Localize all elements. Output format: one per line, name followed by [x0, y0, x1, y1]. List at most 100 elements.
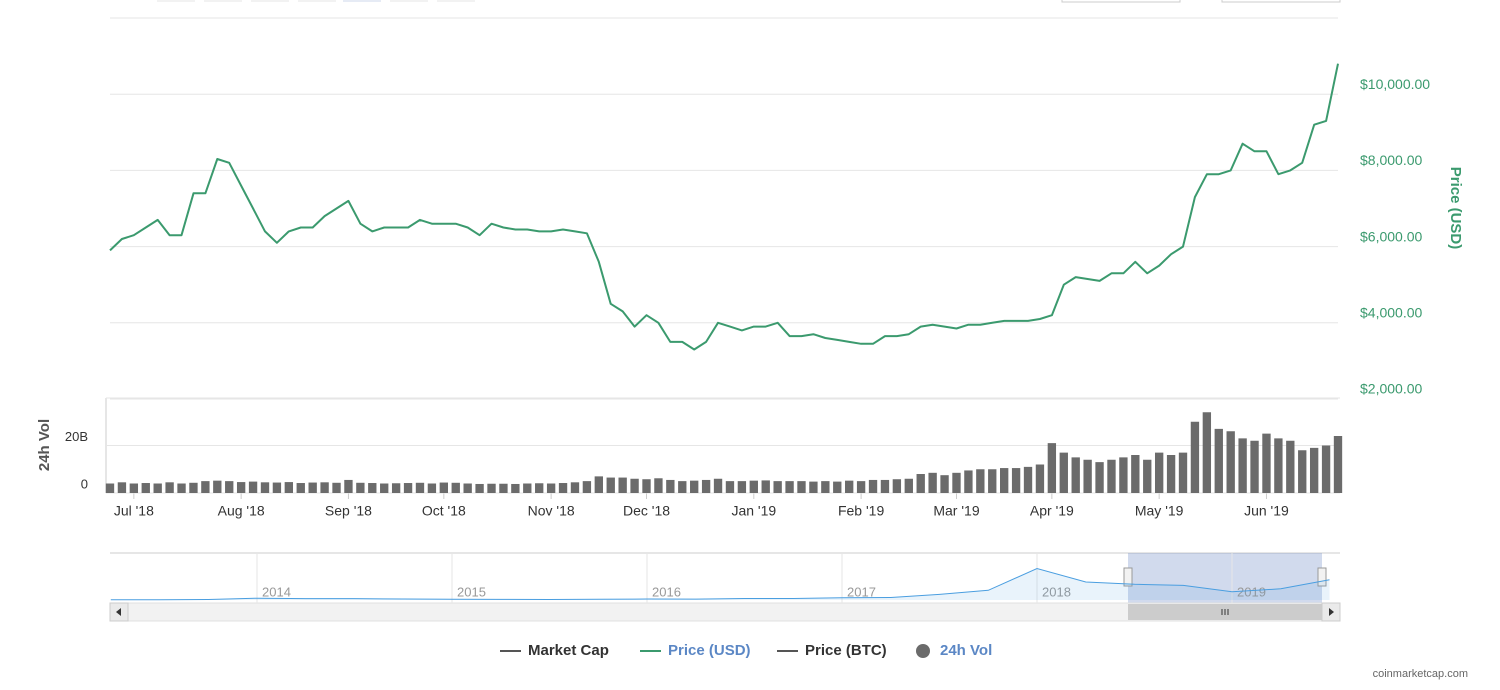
volume-bar	[1202, 412, 1212, 493]
volume-bar	[1071, 457, 1080, 493]
legend-label: 24h Vol	[940, 642, 992, 659]
x-tick-label: Jan '19	[731, 503, 776, 519]
volume-axis-title: 24h Vol	[36, 419, 53, 471]
range-button[interactable]	[437, 0, 475, 2]
navigator-area	[110, 568, 1330, 600]
scroll-left-arrow	[116, 608, 121, 616]
range-button[interactable]	[251, 0, 289, 2]
volume-bar	[153, 483, 162, 493]
volume-bar	[833, 481, 842, 493]
volume-bar	[296, 483, 305, 493]
volume-bar	[391, 483, 401, 493]
volume-bar	[308, 482, 317, 493]
volume-bar	[1190, 421, 1200, 493]
volume-bar	[344, 479, 353, 493]
volume-bar	[570, 482, 580, 493]
volume-bar	[1298, 450, 1307, 493]
volume-bar	[1059, 452, 1068, 493]
volume-bar	[594, 476, 603, 493]
volume-bar	[964, 470, 973, 493]
volume-bar	[725, 481, 735, 493]
volume-bar	[904, 478, 913, 493]
volume-bar	[403, 483, 413, 493]
scroll-right-arrow	[1329, 608, 1334, 616]
volume-bar	[1083, 459, 1092, 493]
y-tick-label: $10,000.00	[1360, 76, 1430, 92]
volume-bar	[1131, 455, 1140, 493]
volume-tick-label: 20B	[65, 429, 88, 444]
range-button[interactable]	[204, 0, 242, 2]
volume-tick-label: 0	[81, 476, 88, 491]
volume-bar	[630, 478, 639, 493]
volume-bar	[713, 478, 723, 493]
date-input[interactable]	[1221, 0, 1341, 3]
x-tick-label: Jun '19	[1244, 503, 1289, 519]
credit: coinmarketcap.com	[1373, 668, 1468, 680]
y-tick-label: $2,000.00	[1360, 381, 1422, 397]
volume-bar	[487, 483, 496, 493]
volume-bar	[809, 481, 818, 493]
volume-bar	[582, 481, 592, 493]
range-button[interactable]	[390, 0, 428, 2]
volume-bar	[213, 480, 222, 493]
volume-bar	[1262, 433, 1271, 493]
date-input[interactable]	[1061, 0, 1181, 3]
navigator-handle[interactable]	[1317, 567, 1327, 587]
navigator-label: 2017	[847, 584, 876, 599]
range-button[interactable]	[343, 0, 381, 2]
volume-bar	[535, 483, 544, 493]
legend-label: Market Cap	[528, 642, 609, 659]
volume-bar	[1321, 445, 1331, 493]
volume-bar	[868, 479, 878, 493]
volume-bar	[1238, 438, 1247, 493]
volume-bar	[499, 483, 508, 493]
volume-bar	[558, 483, 568, 493]
x-tick-label: Jul '18	[114, 503, 154, 519]
navigator-handle[interactable]	[1123, 567, 1133, 587]
volume-bar	[511, 483, 520, 493]
volume-bar	[1107, 459, 1116, 493]
x-tick-label: Feb '19	[838, 503, 884, 519]
x-tick-label: May '19	[1135, 503, 1184, 519]
navigator-selection[interactable]	[1128, 553, 1322, 603]
volume-bar	[1226, 431, 1235, 493]
range-button[interactable]	[298, 0, 336, 2]
range-buttons	[157, 0, 1341, 3]
y-tick-label: $6,000.00	[1360, 228, 1422, 244]
legend-marker	[916, 644, 930, 658]
volume-bar	[1166, 455, 1176, 493]
volume-bar	[988, 469, 997, 493]
volume-bar	[475, 483, 484, 493]
volume-bar	[821, 481, 830, 493]
volume-bar	[380, 483, 389, 493]
volume-bar	[761, 480, 770, 493]
volume-bar	[272, 482, 282, 493]
volume-bar	[427, 483, 437, 493]
volume-bar	[189, 482, 198, 493]
navigator-label: 2015	[457, 584, 486, 599]
navigator-label: 2014	[262, 584, 291, 599]
volume-bar	[940, 475, 949, 493]
volume-bar	[856, 481, 866, 493]
volume-bar	[141, 483, 150, 493]
y-axis-title: Price (USD)	[1447, 167, 1464, 250]
volume-bar	[523, 483, 532, 493]
volume-bar	[1023, 466, 1033, 493]
navigator-label: 2016	[652, 584, 681, 599]
volume-bar	[1154, 452, 1164, 493]
volume-bar	[916, 474, 925, 493]
navigator-label: 2018	[1042, 584, 1071, 599]
volume-bar	[368, 483, 377, 493]
x-tick-label: Sep '18	[325, 503, 372, 519]
volume-bar	[976, 469, 985, 493]
volume-bar	[105, 483, 115, 493]
range-button[interactable]	[157, 0, 195, 2]
volume-bar	[654, 478, 663, 493]
volume-bar	[1095, 462, 1104, 493]
volume-bar	[117, 482, 127, 493]
y-tick-label: $8,000.00	[1360, 152, 1422, 168]
volume-bar	[606, 477, 615, 493]
volume-bar	[463, 483, 472, 493]
volume-bar	[880, 479, 890, 493]
